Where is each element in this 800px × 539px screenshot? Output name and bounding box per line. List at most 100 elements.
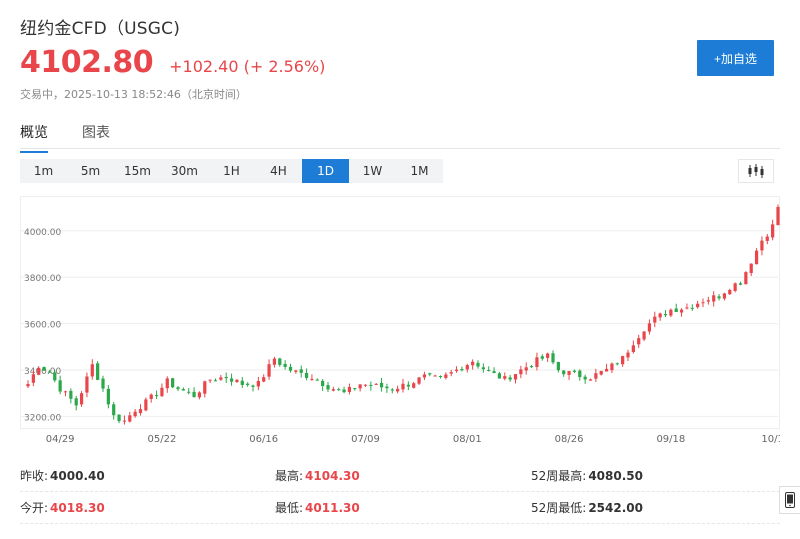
- candle-body: [74, 398, 78, 406]
- candle-body: [663, 314, 668, 316]
- candle-body: [262, 377, 266, 382]
- candle-body: [79, 393, 84, 405]
- x-tick-label: 07/09: [351, 434, 380, 445]
- x-tick-label: 10/1: [761, 434, 780, 445]
- candle-body: [240, 380, 244, 385]
- x-tick-label: 09/18: [656, 434, 685, 445]
- candle-body: [326, 385, 330, 390]
- candle-body: [299, 369, 303, 373]
- candle-body: [594, 373, 598, 379]
- add-watchlist-button[interactable]: +加自选: [697, 40, 774, 76]
- candle-body: [176, 387, 180, 390]
- candle-body: [476, 362, 480, 367]
- candle-body: [701, 302, 705, 304]
- candle-body: [154, 395, 159, 397]
- tab-overview[interactable]: 概览: [20, 122, 48, 153]
- candle-body: [454, 369, 459, 372]
- candle-body: [428, 373, 432, 375]
- candle-body: [406, 384, 410, 387]
- candle-body: [449, 372, 453, 374]
- instrument-title: 纽约金CFD（USGC): [20, 19, 181, 39]
- candle-body: [776, 206, 780, 226]
- candle-body: [631, 345, 635, 353]
- candle-body: [749, 263, 753, 274]
- candle-body: [85, 376, 89, 393]
- candle-body: [133, 411, 137, 417]
- candle-body: [272, 358, 277, 365]
- candle-body: [401, 383, 405, 390]
- candle-body: [246, 383, 250, 385]
- candle-body: [674, 308, 678, 313]
- candle-body: [235, 379, 239, 382]
- candle-body: [444, 374, 448, 378]
- candle-body: [42, 366, 46, 371]
- x-tick-label: 06/16: [249, 434, 278, 445]
- tab-chart[interactable]: 图表: [82, 125, 110, 141]
- stats-table: 昨收: 4000.40 最高: 4104.30 52周最高: 4080.50 今开: 4…: [20, 460, 780, 524]
- period-30m[interactable]: 30m: [171, 164, 198, 178]
- candle-body: [422, 374, 427, 378]
- candle-body: [138, 409, 143, 414]
- candle-body: [508, 377, 512, 380]
- candle-body: [712, 295, 716, 302]
- price-chart[interactable]: 4000.00 3800.00 3600.00 3400.00 3200.00 04/29…: [20, 196, 780, 448]
- candle-body: [669, 309, 673, 316]
- mobile-icon[interactable]: [779, 486, 800, 514]
- candle-body: [513, 374, 518, 380]
- period-1m[interactable]: 1m: [33, 164, 54, 178]
- period-1d[interactable]: 1D: [302, 159, 349, 183]
- candle-body: [47, 371, 52, 373]
- stats-row: 今开: 4018.30 最低: 4011.30 52周最低: 2542.00: [20, 492, 780, 524]
- candle-body: [696, 303, 700, 308]
- candle-body: [96, 363, 100, 380]
- candle-body: [369, 384, 373, 386]
- candle-body: [203, 381, 207, 394]
- candle-body: [647, 323, 652, 332]
- candle-body: [171, 378, 175, 388]
- candle-body: [503, 376, 507, 379]
- candle-body: [187, 391, 191, 393]
- tabs-divider: [20, 148, 780, 149]
- candle-body: [342, 389, 346, 393]
- period-4h[interactable]: 4H: [270, 164, 287, 178]
- candle-body: [347, 386, 352, 392]
- period-5m[interactable]: 5m: [80, 164, 101, 178]
- period-1mo[interactable]: 1M: [410, 164, 429, 178]
- candle-body: [181, 389, 185, 391]
- stat-high: 最高: 4104.30: [275, 469, 360, 483]
- candle-body: [417, 377, 421, 384]
- period-1w[interactable]: 1W: [362, 164, 383, 178]
- candle-body: [37, 368, 41, 375]
- candle-body: [481, 367, 485, 370]
- candle-body: [535, 357, 539, 367]
- candle-body: [101, 378, 105, 389]
- candle-body: [283, 363, 287, 367]
- period-selector: 1m 5m 15m 30m 1H 4H 1D 1W 1M: [20, 159, 443, 183]
- candle-body: [278, 358, 282, 365]
- candle-body: [765, 236, 769, 241]
- candle-body: [358, 384, 362, 389]
- candle-body: [738, 283, 743, 285]
- period-15m[interactable]: 15m: [124, 164, 151, 178]
- stat-prev-close: 昨收: 4000.40: [20, 469, 105, 483]
- candle-body: [288, 366, 293, 371]
- candle-body: [615, 363, 619, 365]
- candle-body: [63, 391, 68, 393]
- candle-body: [722, 293, 727, 299]
- candle-body: [106, 388, 110, 405]
- y-tick-label: 3800.00: [24, 274, 61, 284]
- candle-body: [224, 377, 228, 379]
- candle-body: [122, 420, 127, 422]
- period-1h[interactable]: 1H: [223, 164, 240, 178]
- candle-body: [374, 383, 378, 385]
- candle-body: [396, 388, 400, 392]
- candle-body: [197, 392, 202, 398]
- x-tick-label: 08/01: [453, 434, 482, 445]
- candle-body: [610, 363, 614, 371]
- y-tick-label: 4000.00: [24, 228, 61, 238]
- chart-type-button[interactable]: [738, 159, 774, 183]
- candle-body: [572, 370, 577, 372]
- candle-body: [578, 370, 582, 378]
- candle-body: [144, 399, 148, 411]
- candle-body: [267, 364, 271, 377]
